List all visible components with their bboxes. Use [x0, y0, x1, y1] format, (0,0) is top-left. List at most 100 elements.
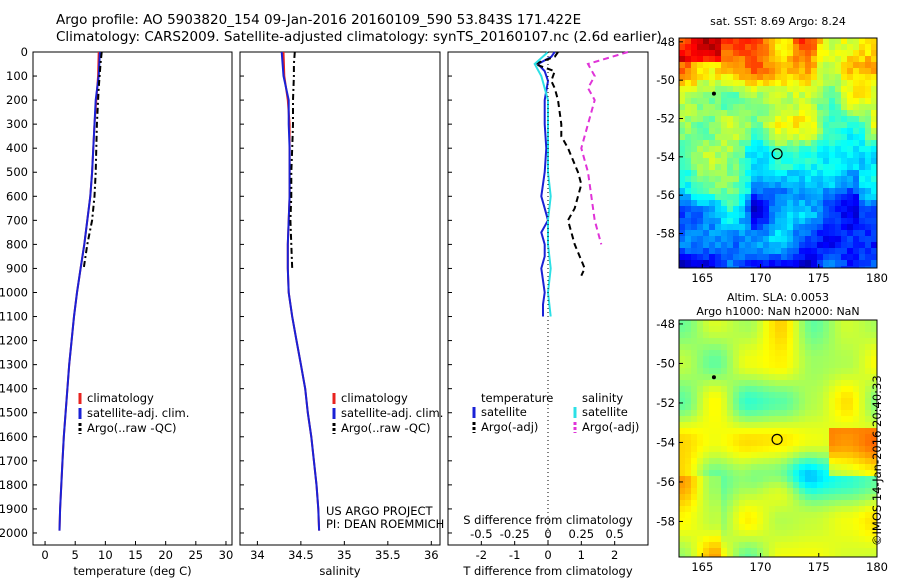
sla-cell	[703, 530, 709, 536]
sla-cell	[787, 338, 793, 344]
sla-cell	[829, 386, 835, 392]
sst-cell	[817, 80, 823, 86]
sst-cell	[733, 218, 739, 224]
sla-cell	[835, 350, 841, 356]
sla-cell	[697, 350, 703, 356]
sst-cell	[679, 266, 685, 268]
sla-cell	[685, 392, 691, 398]
sla-cell	[859, 350, 865, 356]
sla-cell	[859, 404, 865, 410]
sst-cell	[703, 176, 709, 182]
sla-cell	[745, 392, 751, 398]
sst-cell	[775, 170, 781, 176]
sst-cell	[829, 128, 835, 134]
sla-cell	[811, 362, 817, 368]
sst-cell	[817, 212, 823, 218]
sla-cell	[805, 458, 811, 464]
sst-cell	[697, 74, 703, 80]
sla-cell	[769, 500, 775, 506]
sla-cell	[727, 470, 733, 476]
sst-cell	[787, 242, 793, 248]
sla-cell	[733, 494, 739, 500]
sla-cell	[763, 464, 769, 470]
sst-cell	[769, 104, 775, 110]
sst-cell	[709, 206, 715, 212]
sla-cell	[739, 446, 745, 452]
sla-cell	[769, 362, 775, 368]
sla-cell	[793, 410, 799, 416]
sla-cell	[871, 350, 877, 356]
sla-cell	[811, 386, 817, 392]
sst-cell	[685, 260, 691, 266]
sst-cell	[853, 218, 859, 224]
sst-cell	[751, 200, 757, 206]
sst-cell	[805, 38, 811, 44]
sla-cell	[757, 536, 763, 542]
sst-cell	[841, 50, 847, 56]
x-axis-label: T difference from climatology	[462, 564, 633, 578]
sst-cell	[721, 50, 727, 56]
sst-cell	[697, 218, 703, 224]
sla-cell	[805, 524, 811, 530]
sst-cell	[733, 248, 739, 254]
x-tick-label: 30	[219, 548, 234, 562]
sst-cell	[871, 68, 877, 74]
sla-cell	[841, 380, 847, 386]
sla-cell	[781, 320, 787, 326]
sla-cell	[745, 482, 751, 488]
sla-cell	[841, 470, 847, 476]
sst-cell	[703, 56, 709, 62]
sst-cell	[871, 128, 877, 134]
series-line-temperature-argo-adj-	[531, 51, 586, 277]
sst-cell	[823, 236, 829, 242]
sst-cell	[733, 230, 739, 236]
sst-cell	[823, 254, 829, 260]
sla-cell	[679, 386, 685, 392]
sla-cell	[691, 530, 697, 536]
sla-cell	[865, 470, 871, 476]
sst-cell	[763, 74, 769, 80]
x-tick-label: 1	[578, 548, 585, 562]
sla-cell	[697, 380, 703, 386]
sla-cell	[751, 458, 757, 464]
sla-cell	[751, 482, 757, 488]
sla-cell	[787, 554, 793, 557]
sst-cell	[691, 260, 697, 266]
sla-cell	[679, 422, 685, 428]
sla-cell	[679, 470, 685, 476]
sla-cell	[811, 500, 817, 506]
sst-cell	[691, 146, 697, 152]
sla-cell	[853, 356, 859, 362]
sla-cell	[751, 350, 757, 356]
sst-cell	[817, 170, 823, 176]
sla-cell	[811, 470, 817, 476]
sla-cell	[781, 326, 787, 332]
sla-cell	[757, 458, 763, 464]
sst-cell	[811, 38, 817, 44]
sst-cell	[793, 80, 799, 86]
sla-cell	[859, 410, 865, 416]
sla-cell	[817, 482, 823, 488]
sla-cell	[691, 506, 697, 512]
sla-cell	[757, 446, 763, 452]
sst-cell	[859, 266, 865, 268]
sla-cell	[775, 350, 781, 356]
sst-cell	[835, 152, 841, 158]
sst-cell	[793, 128, 799, 134]
sla-cell	[679, 428, 685, 434]
sst-cell	[727, 80, 733, 86]
sst-cell	[805, 266, 811, 268]
sla-cell	[703, 536, 709, 542]
sst-cell	[775, 188, 781, 194]
sst-cell	[829, 266, 835, 268]
sla-cell	[739, 470, 745, 476]
sst-cell	[715, 116, 721, 122]
sla-cell	[841, 428, 847, 434]
sst-cell	[763, 218, 769, 224]
sst-cell	[763, 80, 769, 86]
sst-cell	[769, 248, 775, 254]
sst-cell	[847, 248, 853, 254]
sst-cell	[805, 200, 811, 206]
sla-cell	[679, 446, 685, 452]
sst-cell	[679, 140, 685, 146]
